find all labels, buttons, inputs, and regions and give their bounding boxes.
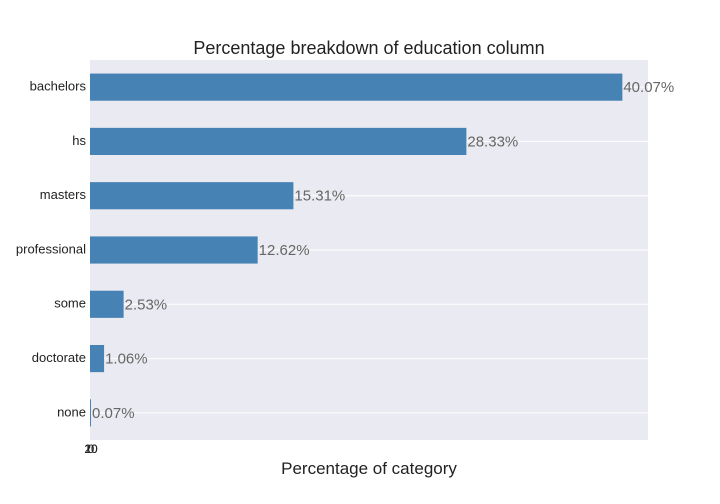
category-label-none: none (57, 404, 86, 419)
bar-hs[interactable] (90, 127, 467, 155)
bar-doctorate[interactable] (90, 345, 105, 373)
x-tick-label: 0 (88, 442, 95, 456)
value-label-none: 0.07% (92, 405, 135, 422)
category-label-bachelors: bachelors (30, 79, 87, 94)
category-labels: bachelors hs masters professional some doctor… (16, 79, 87, 420)
bar-none[interactable] (90, 399, 91, 427)
value-label-masters: 15.31% (294, 188, 345, 205)
value-label-professional: 12.62% (259, 242, 310, 259)
bar-professional[interactable] (90, 236, 258, 264)
x-tick-label: 20 (84, 442, 98, 456)
category-label-hs: hs (72, 133, 86, 148)
category-label-masters: masters (40, 187, 87, 202)
bar-masters[interactable] (90, 182, 294, 210)
bars (90, 73, 623, 427)
value-label-doctorate: 1.06% (105, 351, 148, 368)
category-label-professional: professional (16, 241, 86, 256)
x-axis-label: Percentage of category (281, 459, 457, 478)
value-label-some: 2.53% (125, 296, 168, 313)
category-label-doctorate: doctorate (32, 350, 86, 365)
bar-bachelors[interactable] (90, 73, 623, 101)
value-label-bachelors: 40.07% (623, 79, 674, 96)
chart-title: Percentage breakdown of education column (193, 38, 544, 58)
value-labels: 40.07% 28.33% 15.31% 12.62% 2.53% 1.06% 0.07% (92, 79, 674, 422)
bar-some[interactable] (90, 290, 124, 318)
value-label-hs: 28.33% (467, 133, 518, 150)
x-tick-label: 10 (84, 442, 98, 456)
category-label-some: some (54, 296, 86, 311)
